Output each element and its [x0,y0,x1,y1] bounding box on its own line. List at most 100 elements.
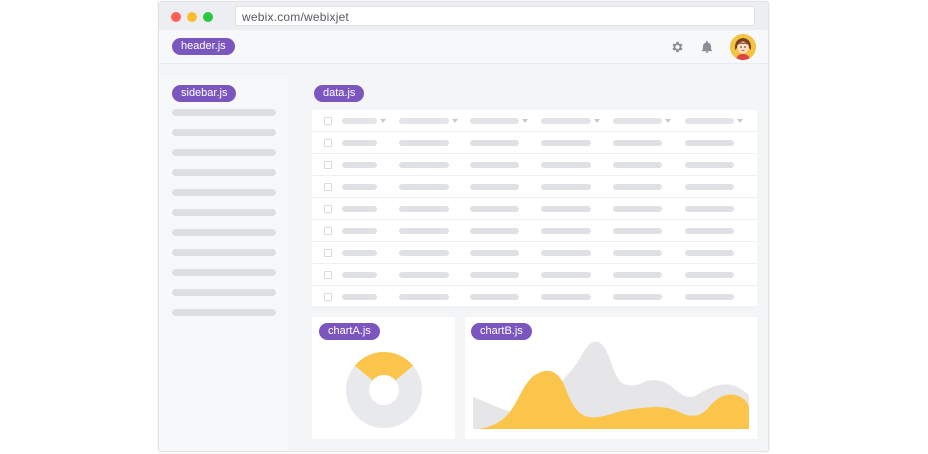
row-checkbox[interactable] [324,183,332,191]
close-window-button[interactable] [171,12,181,22]
row-checkbox[interactable] [324,161,332,169]
sidebar-item[interactable] [172,169,276,176]
table-cell [470,140,519,146]
table-cell [399,162,449,168]
table-row[interactable] [312,154,757,176]
table-cell [541,206,591,212]
table-cell [541,228,591,234]
sort-caret-icon[interactable] [737,119,743,123]
table-cell [541,162,591,168]
table-cell [470,228,519,234]
table-cell [399,140,449,146]
donut-slice [346,365,422,428]
table-cell [541,184,591,190]
sort-caret-icon[interactable] [452,119,458,123]
table-cell [685,294,734,300]
minimize-window-button[interactable] [187,12,197,22]
address-bar[interactable]: webix.com/webixjet [235,6,755,26]
column-header[interactable] [399,118,449,124]
chart-a-module-tag: chartA.js [319,323,380,340]
row-checkbox[interactable] [324,205,332,213]
main-area: data.js chartA.js chartB.js [300,75,768,451]
sidebar-module-tag: sidebar.js [172,85,237,102]
sort-caret-icon[interactable] [380,119,386,123]
bell-icon[interactable] [700,40,714,54]
chart-a-panel: chartA.js [312,317,455,439]
table-cell [342,294,377,300]
table-cell [685,206,734,212]
sort-caret-icon[interactable] [522,119,528,123]
column-header[interactable] [613,118,662,124]
table-cell [613,184,662,190]
select-all-checkbox[interactable] [324,117,332,125]
sidebar-item[interactable] [172,249,276,256]
table-row[interactable] [312,132,757,154]
data-module-tag: data.js [314,85,365,102]
table-row[interactable] [312,286,757,308]
column-header[interactable] [685,118,734,124]
table-cell [541,250,591,256]
table-cell [470,184,519,190]
table-cell [613,206,662,212]
header-module-tag: header.js [172,38,235,55]
data-table [312,110,757,308]
table-cell [470,294,519,300]
table-cell [342,162,377,168]
row-checkbox[interactable] [324,271,332,279]
table-row[interactable] [312,176,757,198]
table-row[interactable] [312,242,757,264]
sidebar-item[interactable] [172,129,276,136]
table-header-row[interactable] [312,110,757,132]
chart-b-front-area [473,370,749,429]
sidebar-item[interactable] [172,149,276,156]
maximize-window-button[interactable] [203,12,213,22]
table-cell [342,184,377,190]
row-checkbox[interactable] [324,293,332,301]
table-cell [613,228,662,234]
user-avatar-icon [730,34,756,60]
table-row[interactable] [312,264,757,286]
table-cell [342,140,377,146]
table-cell [399,228,449,234]
table-cell [685,250,734,256]
table-cell [541,140,591,146]
table-row[interactable] [312,220,757,242]
row-checkbox[interactable] [324,139,332,147]
sidebar-item[interactable] [172,269,276,276]
table-cell [685,184,734,190]
avatar[interactable] [730,34,756,60]
sidebar-item[interactable] [172,189,276,196]
gear-icon[interactable] [670,40,684,54]
table-cell [399,272,449,278]
sidebar: sidebar.js [159,75,288,451]
table-cell [613,250,662,256]
chart-b-panel: chartB.js [465,317,757,439]
row-checkbox[interactable] [324,249,332,257]
sidebar-item[interactable] [172,209,276,216]
table-cell [613,272,662,278]
donut-slice [354,352,414,381]
table-cell [613,294,662,300]
column-header[interactable] [342,118,377,124]
sidebar-item[interactable] [172,309,276,316]
sort-caret-icon[interactable] [594,119,600,123]
table-cell [399,250,449,256]
table-cell [685,272,734,278]
sort-caret-icon[interactable] [665,119,671,123]
row-checkbox[interactable] [324,227,332,235]
sidebar-item[interactable] [172,289,276,296]
chart-b-area [473,341,749,429]
column-header[interactable] [541,118,591,124]
table-cell [685,228,734,234]
sidebar-item[interactable] [172,109,276,116]
sidebar-item[interactable] [172,229,276,236]
browser-titlebar: webix.com/webixjet [159,2,768,30]
table-cell [342,206,377,212]
column-header[interactable] [470,118,519,124]
table-cell [470,272,519,278]
table-cell [685,162,734,168]
table-cell [613,162,662,168]
table-cell [613,140,662,146]
table-row[interactable] [312,198,757,220]
table-cell [470,250,519,256]
